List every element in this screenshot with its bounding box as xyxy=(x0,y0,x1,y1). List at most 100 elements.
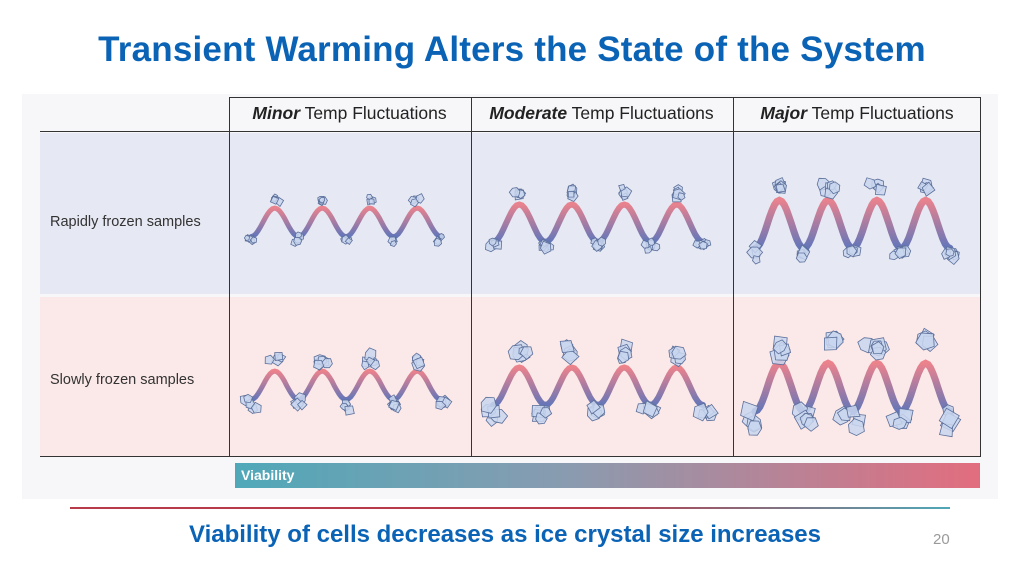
ice-crystal-facet xyxy=(848,418,865,437)
grid-line-header-bottom xyxy=(40,131,981,132)
grid-line-col-1 xyxy=(229,97,230,456)
ice-crystal-facet xyxy=(945,248,955,257)
column-header-rest: Temp Fluctuations xyxy=(300,103,447,123)
ice-crystal-facet xyxy=(539,407,553,419)
ice-crystal-facet xyxy=(795,252,808,263)
ice-crystal-facet xyxy=(640,239,650,249)
ice-crystal-facet xyxy=(297,399,308,411)
ice-crystal-facet xyxy=(671,345,687,360)
ice-crystal-facet xyxy=(480,396,497,414)
ice-crystal-facet xyxy=(344,405,355,416)
ice-crystal-facet xyxy=(488,237,497,247)
grid-line-col-4 xyxy=(980,97,981,456)
ice-crystal-facet xyxy=(740,400,759,422)
temperature-wave xyxy=(248,205,444,240)
separator-line xyxy=(70,507,950,509)
ice-crystal-facet xyxy=(915,332,935,351)
ice-crystal-facet xyxy=(938,407,960,430)
grid-line-header-top xyxy=(229,97,981,98)
ice-crystal-facet xyxy=(243,393,254,404)
ice-crystal-facet xyxy=(698,240,708,250)
ice-crystal-facet xyxy=(651,242,661,252)
ice-crystal-facet xyxy=(586,399,601,415)
grid-line-table-bottom xyxy=(40,456,981,457)
column-header-minor: Minor Temp Fluctuations xyxy=(229,97,470,130)
temperature-wave xyxy=(751,196,954,253)
ice-crystal-facet xyxy=(829,181,841,195)
ice-crystal-facet xyxy=(366,193,374,200)
ice-crystal-facet xyxy=(874,183,887,196)
ice-crystal-facet xyxy=(567,190,575,198)
ice-crystal-facet xyxy=(415,193,425,204)
ice-crystal-facet xyxy=(293,236,303,246)
crystal-cell-illustration xyxy=(746,177,960,266)
column-header-rest: Temp Fluctuations xyxy=(807,103,954,123)
ice-crystal-facet xyxy=(508,187,521,198)
column-header-major: Major Temp Fluctuations xyxy=(733,97,981,130)
page-number: 20 xyxy=(933,531,950,548)
ice-crystal-facet xyxy=(389,240,397,247)
column-header-emphasis: Minor xyxy=(252,103,301,123)
slide-subtitle: Viability of cells decreases as ice crys… xyxy=(189,521,821,548)
temperature-wave xyxy=(490,201,706,246)
ice-crystal-facet xyxy=(318,196,326,203)
ice-crystal-facet xyxy=(863,177,877,190)
column-header-moderate: Moderate Temp Fluctuations xyxy=(471,97,732,130)
ice-crystal-facet xyxy=(361,360,370,371)
ice-crystal-facet xyxy=(368,198,375,205)
ice-crystal-facet xyxy=(250,236,258,244)
ice-crystal-facet xyxy=(871,341,885,355)
crystal-cell-illustration xyxy=(243,193,445,247)
ice-crystal-facet xyxy=(747,420,763,436)
ice-crystal-facet xyxy=(775,183,786,193)
column-header-rest: Temp Fluctuations xyxy=(567,103,714,123)
ice-crystal-facet xyxy=(539,240,552,255)
temperature-wave xyxy=(751,359,954,416)
ice-crystal-facet xyxy=(692,402,709,422)
ice-crystal-facet xyxy=(435,401,447,410)
ice-crystal-facet xyxy=(243,234,251,241)
ice-crystal-facet xyxy=(772,339,788,355)
ice-crystal-facet xyxy=(250,401,262,414)
ice-crystal-facet xyxy=(519,346,534,360)
crystal-cell-illustration xyxy=(485,183,712,255)
ice-crystal-facet xyxy=(364,347,377,362)
temperature-wave xyxy=(490,364,706,409)
ice-crystal-facet xyxy=(269,196,280,205)
ice-crystal-facet xyxy=(894,247,907,260)
ice-crystal-facet xyxy=(892,416,908,430)
ice-crystal-facet xyxy=(559,340,575,354)
ice-crystal-facet xyxy=(618,184,626,192)
column-header-emphasis: Moderate xyxy=(489,103,568,123)
ice-crystal-facet xyxy=(921,181,936,197)
ice-crystal-facet xyxy=(433,237,443,247)
ice-crystal-facet xyxy=(344,237,353,245)
grid-line-col-3 xyxy=(733,97,734,456)
ice-crystal-facet xyxy=(264,354,275,365)
viability-label: Viability xyxy=(241,467,295,483)
ice-crystal-facet xyxy=(388,399,401,412)
crystal-cell-illustration xyxy=(740,327,962,438)
grid-line-col-2 xyxy=(471,97,472,456)
column-header-emphasis: Major xyxy=(760,103,808,123)
ice-crystal-facet xyxy=(410,198,419,208)
ice-crystal-facet xyxy=(846,404,861,418)
ice-crystal-facet xyxy=(647,237,655,246)
viability-gradient-bar: Viability xyxy=(235,463,980,488)
crystal-cell-illustration xyxy=(239,347,453,416)
ice-crystal-facet xyxy=(597,236,606,247)
ice-crystal-facet xyxy=(846,245,858,258)
ice-crystal-facet xyxy=(313,359,325,371)
ice-crystal-facet xyxy=(803,417,819,432)
ice-crystal-facet xyxy=(752,255,761,265)
ice-crystal-facet xyxy=(274,352,284,361)
row-label-slow: Slowly frozen samples xyxy=(50,372,195,388)
crystal-cell-illustration xyxy=(480,338,719,427)
ice-crystal-facet xyxy=(677,192,686,201)
ice-crystal-facet xyxy=(617,350,630,364)
ice-crystal-facet xyxy=(412,356,426,370)
ice-crystal-facet xyxy=(438,233,445,241)
temperature-wave xyxy=(248,368,444,403)
slide-title: Transient Warming Alters the State of th… xyxy=(98,30,926,69)
